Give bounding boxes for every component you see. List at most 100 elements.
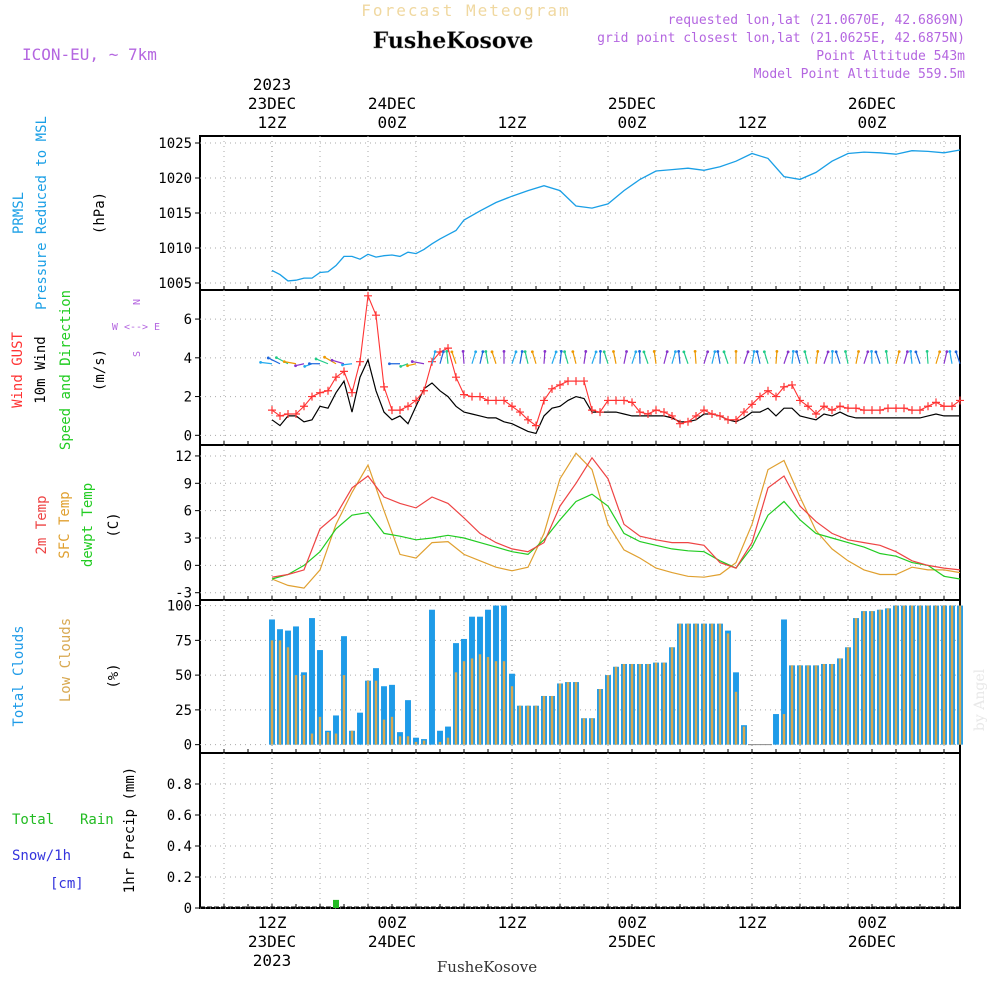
top-time-label: 00Z: [378, 113, 407, 132]
low-cloud-bar: [686, 623, 690, 745]
wind-arrow-head: [866, 350, 870, 354]
wind-arrow: [451, 351, 457, 364]
low-cloud-bar: [558, 683, 562, 745]
low-cloud-bar: [486, 657, 490, 745]
low-cloud-bar: [366, 680, 370, 745]
low-cloud-bar: [854, 618, 858, 745]
low-cloud-bar: [422, 740, 426, 745]
wind-arrow: [895, 351, 900, 364]
wind-arrow: [844, 351, 849, 364]
wind-arrow-head: [543, 349, 547, 353]
wind-arrow-head: [722, 350, 726, 354]
gust-marker: [500, 396, 508, 405]
wind-arrow-head: [450, 350, 454, 354]
total-label: Total: [12, 812, 54, 828]
gust-marker: [356, 357, 364, 366]
wind-arrow: [631, 351, 637, 364]
low-cloud-bar: [542, 695, 546, 745]
wind-arrow: [775, 351, 778, 364]
wind-arrow-head: [571, 350, 575, 354]
low-cloud-bar: [342, 675, 346, 745]
total-cloud-bar: [437, 730, 443, 745]
wind-arrow-head: [341, 363, 344, 367]
low-cloud-bar: [950, 605, 954, 745]
low-cloud-bar: [838, 658, 842, 745]
low-cloud-bar: [894, 605, 898, 745]
total-cloud-bar: [445, 726, 451, 745]
gust-marker: [908, 406, 916, 415]
wind-arrow: [949, 351, 953, 364]
low-cloud-bar: [958, 605, 962, 745]
wind-arrow: [791, 351, 794, 364]
gust-marker: [612, 396, 620, 405]
clouds-ytick-label: 100: [167, 599, 192, 615]
low-cloud-bar: [494, 661, 498, 745]
wind-arrow-head: [314, 357, 318, 361]
compass-s: S: [132, 351, 143, 357]
wind-arrow: [471, 351, 477, 364]
bottom-time-label: 24DEC: [368, 932, 416, 951]
low-cloud-bar: [846, 647, 850, 745]
top-time-label: 2023: [253, 75, 292, 94]
gust-marker: [420, 386, 428, 395]
wind-arrow: [915, 351, 921, 364]
gust-marker: [676, 419, 684, 428]
wind-ytick-label: 4: [184, 351, 192, 367]
wind-ytick-label: 2: [184, 390, 192, 406]
temp-label-4: (C): [106, 512, 122, 537]
precip-panel: 0 0.2 0.4 0.6 0.8: [167, 752, 961, 917]
location-title: FusheKosove: [373, 28, 534, 54]
gust-marker: [932, 398, 940, 407]
wind-arrow-head: [706, 350, 710, 354]
gust-marker: [948, 402, 956, 411]
wind-arrow-head: [612, 350, 615, 353]
wind-frame: [199, 289, 961, 446]
wind-arrow: [671, 351, 677, 364]
wind-label-2: 10m Wind: [33, 336, 49, 403]
total-cloud-bar: [413, 737, 419, 745]
low-cloud-bar: [646, 663, 650, 745]
pressure-line: [271, 149, 961, 282]
wind-arrow: [439, 351, 445, 364]
gust-marker: [572, 377, 580, 386]
low-cloud-bar: [662, 662, 666, 745]
low-cloud-bar: [638, 663, 642, 745]
wind-panel: 0 2 4 6: [184, 289, 964, 446]
wind-arrow-head: [461, 349, 465, 353]
low-cloud-bar: [526, 705, 530, 745]
low-cloud-bar: [598, 689, 602, 745]
pressure-ytick-label: 1020: [158, 171, 192, 187]
cloud-label-1: Total Clouds: [11, 625, 27, 726]
gust-marker: [820, 402, 828, 411]
pressure-ytick-label: 1015: [158, 206, 192, 222]
low-cloud-bar: [574, 682, 578, 745]
wind-arrow-head: [490, 350, 494, 354]
wind-arrow: [663, 351, 668, 364]
low-cloud-bar: [606, 675, 610, 745]
precip-label: 1hr Precip (mm): [122, 767, 138, 893]
gust-marker: [700, 406, 708, 415]
wind-arrow: [342, 363, 353, 366]
low-cloud-bar: [582, 718, 586, 745]
precip-ytick-label: 0.8: [167, 777, 192, 793]
precip-ytick-label: 0.6: [167, 808, 192, 824]
gust-marker: [860, 406, 868, 415]
temperature-ytick-label: 9: [184, 476, 192, 492]
wind-arrow: [491, 351, 497, 364]
wind-arrow: [407, 363, 417, 367]
wind-arrow: [543, 351, 546, 364]
model-label: ICON-EU, ~ 7km: [22, 45, 157, 64]
wind-arrow-head: [554, 350, 558, 354]
wind-arrow-head: [791, 350, 795, 353]
low-cloud-bar: [398, 736, 402, 745]
wind-arrow: [551, 351, 557, 364]
precip-frame: [199, 752, 961, 909]
wind-arrow: [431, 351, 436, 364]
wind-arrow-head: [625, 350, 628, 353]
top-time-label: 12Z: [258, 113, 287, 132]
compass-we: W <--> E: [112, 322, 160, 333]
wind-arrow: [756, 351, 761, 364]
